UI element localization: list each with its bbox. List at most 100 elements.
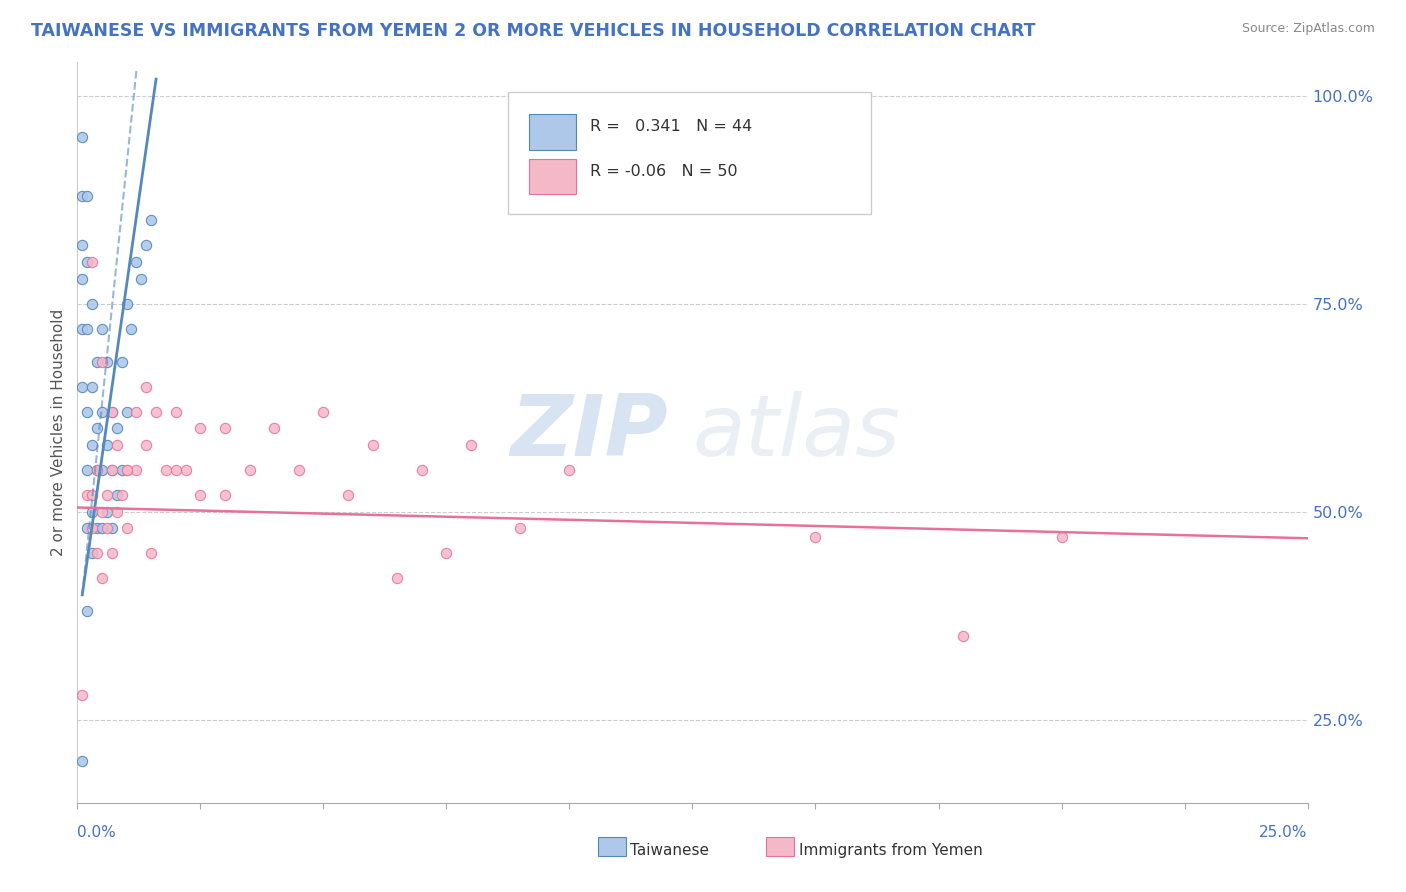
Point xyxy=(70,321,93,335)
Point xyxy=(105,421,128,435)
Point xyxy=(135,238,157,252)
Point xyxy=(82,380,104,394)
Point xyxy=(86,546,108,560)
Point xyxy=(135,438,157,452)
Point xyxy=(174,463,197,477)
Point xyxy=(115,463,138,477)
Point xyxy=(115,296,138,310)
Point xyxy=(76,188,98,202)
Point xyxy=(125,463,148,477)
Point xyxy=(86,421,108,435)
Point xyxy=(460,438,482,452)
Point xyxy=(82,488,104,502)
Point xyxy=(337,488,360,502)
FancyBboxPatch shape xyxy=(508,92,870,214)
Point xyxy=(135,380,157,394)
Point xyxy=(76,463,98,477)
Point xyxy=(105,438,128,452)
Point xyxy=(214,421,236,435)
Point xyxy=(101,546,124,560)
Point xyxy=(125,255,148,269)
Point xyxy=(82,521,104,535)
Point xyxy=(558,463,581,477)
Point xyxy=(76,405,98,419)
Point xyxy=(90,405,114,419)
Text: atlas: atlas xyxy=(693,391,900,475)
Point xyxy=(70,271,93,285)
Point xyxy=(86,355,108,369)
Point xyxy=(76,521,98,535)
Point xyxy=(101,463,124,477)
Point xyxy=(101,405,124,419)
Point xyxy=(214,488,236,502)
Text: R = -0.06   N = 50: R = -0.06 N = 50 xyxy=(591,164,738,178)
Point xyxy=(105,505,128,519)
Point xyxy=(76,321,98,335)
Point xyxy=(288,463,311,477)
Point xyxy=(101,405,124,419)
Point xyxy=(86,463,108,477)
Point xyxy=(131,271,153,285)
Point xyxy=(70,238,93,252)
Text: R =   0.341   N = 44: R = 0.341 N = 44 xyxy=(591,119,752,134)
Point xyxy=(105,488,128,502)
Point xyxy=(111,463,132,477)
Point xyxy=(239,463,262,477)
FancyBboxPatch shape xyxy=(529,114,575,150)
Point xyxy=(387,571,409,585)
Point xyxy=(82,255,104,269)
Point xyxy=(82,505,104,519)
Point xyxy=(121,321,143,335)
Text: Immigrants from Yemen: Immigrants from Yemen xyxy=(799,844,983,858)
Point xyxy=(111,488,132,502)
Point xyxy=(436,546,458,560)
Text: Source: ZipAtlas.com: Source: ZipAtlas.com xyxy=(1241,22,1375,36)
Point xyxy=(90,521,114,535)
Point xyxy=(145,405,167,419)
Text: TAIWANESE VS IMMIGRANTS FROM YEMEN 2 OR MORE VEHICLES IN HOUSEHOLD CORRELATION C: TAIWANESE VS IMMIGRANTS FROM YEMEN 2 OR … xyxy=(31,22,1035,40)
Point xyxy=(263,421,285,435)
Point xyxy=(90,463,114,477)
Point xyxy=(155,463,177,477)
Point xyxy=(115,405,138,419)
Point xyxy=(76,255,98,269)
Point xyxy=(804,530,827,544)
FancyBboxPatch shape xyxy=(529,159,575,194)
Point xyxy=(70,188,93,202)
Point xyxy=(1050,530,1073,544)
Point xyxy=(86,463,108,477)
Point xyxy=(141,213,163,227)
Point xyxy=(101,521,124,535)
Point xyxy=(90,505,114,519)
Point xyxy=(96,505,118,519)
Text: 0.0%: 0.0% xyxy=(77,825,117,839)
Point xyxy=(115,463,138,477)
Point xyxy=(165,463,187,477)
Text: 25.0%: 25.0% xyxy=(1260,825,1308,839)
Point xyxy=(96,438,118,452)
Point xyxy=(96,355,118,369)
Point xyxy=(86,521,108,535)
Point xyxy=(952,629,974,643)
Point xyxy=(312,405,335,419)
Point xyxy=(82,546,104,560)
Point xyxy=(115,521,138,535)
Point xyxy=(125,405,148,419)
Point xyxy=(96,521,118,535)
Point xyxy=(76,488,98,502)
Text: ZIP: ZIP xyxy=(510,391,668,475)
Text: Taiwanese: Taiwanese xyxy=(630,844,709,858)
Point xyxy=(82,438,104,452)
Point xyxy=(101,463,124,477)
Point xyxy=(141,546,163,560)
Y-axis label: 2 or more Vehicles in Household: 2 or more Vehicles in Household xyxy=(51,309,66,557)
Point xyxy=(190,488,212,502)
Point xyxy=(111,355,132,369)
Point xyxy=(90,355,114,369)
Point xyxy=(90,321,114,335)
Point xyxy=(82,296,104,310)
Point xyxy=(411,463,433,477)
Point xyxy=(509,521,531,535)
Point xyxy=(70,688,93,702)
Point xyxy=(96,488,118,502)
